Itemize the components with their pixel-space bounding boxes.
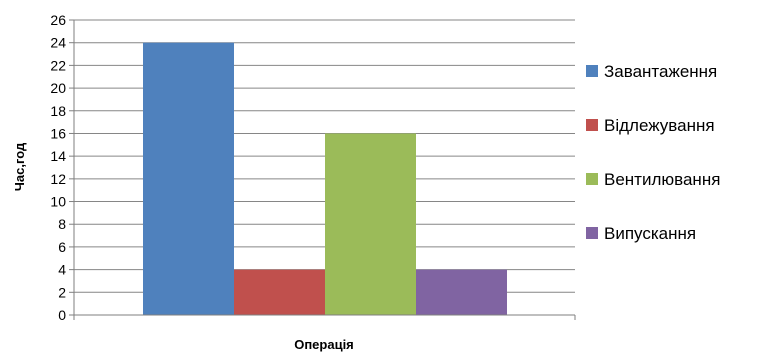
y-tick-label: 20 [50, 80, 66, 96]
y-tick-label: 12 [50, 171, 66, 187]
legend: Завантаження Відлежування Вентилювання Випу… [586, 62, 720, 243]
y-tick-label: 10 [50, 194, 66, 210]
y-tick-label: 26 [50, 12, 66, 28]
bar-2 [234, 269, 325, 315]
x-axis-label: Операція [294, 337, 354, 352]
y-tick-label: 6 [58, 239, 66, 255]
bars [143, 42, 507, 315]
legend-label: Відлежування [604, 116, 715, 135]
legend-swatch [586, 173, 598, 185]
legend-label: Випускання [604, 224, 696, 243]
legend-label: Вентилювання [604, 170, 720, 189]
y-tick-label: 22 [50, 57, 66, 73]
legend-swatch [586, 119, 598, 131]
y-tick-label: 0 [58, 307, 66, 323]
y-axis-label: Час,год [12, 142, 27, 191]
legend-label: Завантаження [604, 62, 717, 81]
bar-3 [325, 133, 416, 315]
bar-4 [416, 269, 507, 315]
y-tick-label: 2 [58, 284, 66, 300]
legend-swatch [586, 65, 598, 77]
y-tick-label: 16 [50, 125, 66, 141]
bar-1 [143, 42, 234, 315]
legend-swatch [586, 227, 598, 239]
y-tick-label: 8 [58, 216, 66, 232]
y-tick-label: 24 [50, 35, 66, 51]
y-tick-label: 14 [50, 148, 66, 164]
y-tick-label: 18 [50, 103, 66, 119]
y-tick-label: 4 [58, 262, 66, 278]
